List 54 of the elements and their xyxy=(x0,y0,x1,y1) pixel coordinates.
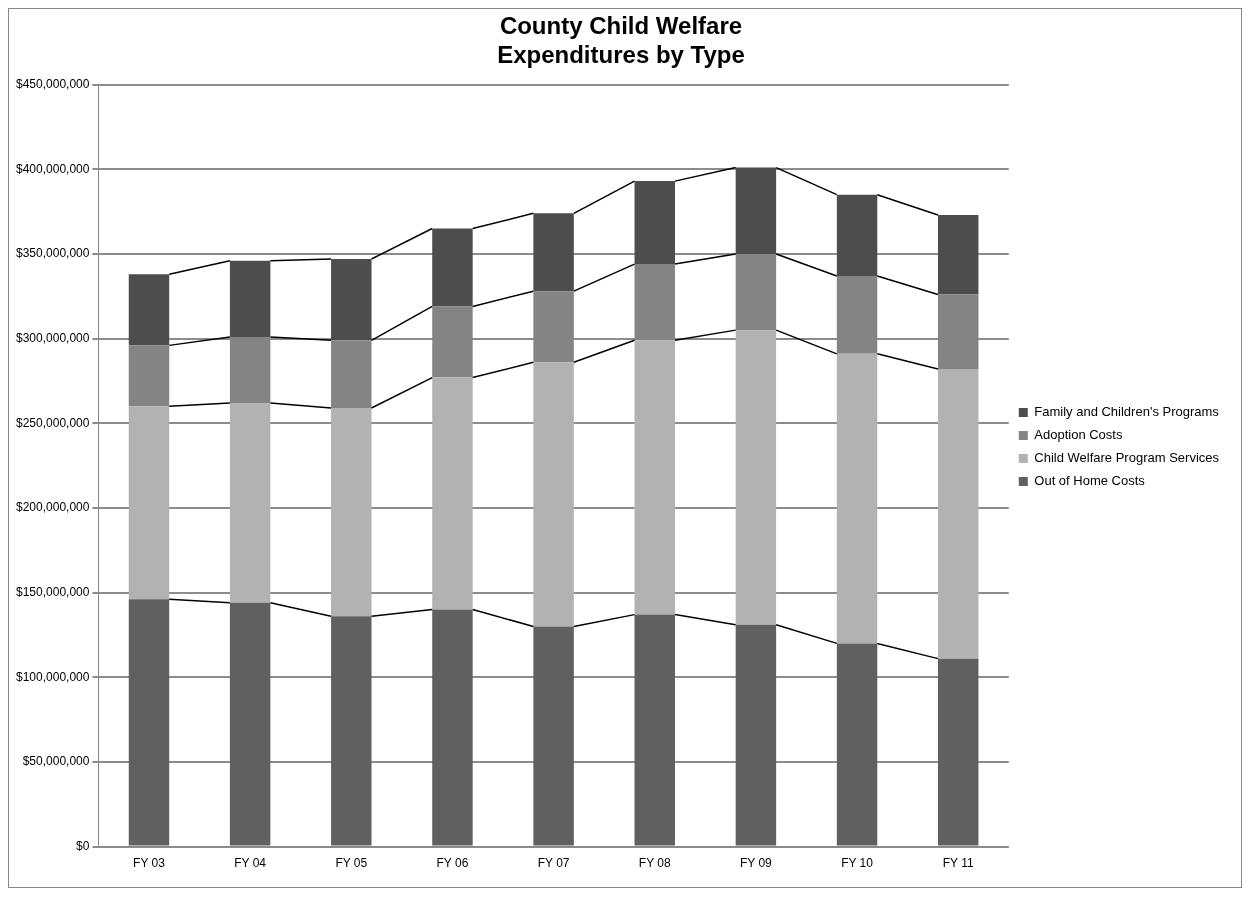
bar xyxy=(432,609,473,846)
x-tick-label: FY 07 xyxy=(537,856,570,871)
bar xyxy=(331,408,372,617)
bar xyxy=(128,599,170,846)
x-tick-label: FY 03 xyxy=(133,856,166,871)
y-tick-label: $400,000,000 xyxy=(16,161,90,176)
chart-title: County Child Welfare Expenditures by Type xyxy=(497,12,745,68)
bar xyxy=(331,340,372,409)
bar xyxy=(331,616,372,846)
bar xyxy=(937,658,979,846)
bar xyxy=(937,369,979,659)
x-tick-label: FY 04 xyxy=(234,856,267,871)
bar xyxy=(634,181,675,265)
legend-label: Out of Home Costs xyxy=(1034,473,1146,489)
bar xyxy=(128,274,170,346)
x-tick-label: FY 11 xyxy=(942,856,974,871)
bar xyxy=(836,353,878,644)
y-tick-label: $50,000,000 xyxy=(22,754,90,769)
bar xyxy=(229,260,271,337)
bar xyxy=(533,362,574,627)
bar xyxy=(634,340,675,615)
legend-label: Adoption Costs xyxy=(1034,427,1123,443)
legend-label: Family and Children's Programs xyxy=(1034,404,1220,420)
bar xyxy=(128,345,170,407)
x-tick-label: FY 06 xyxy=(436,856,469,871)
bar xyxy=(229,402,271,603)
y-tick-label: $0 xyxy=(76,838,90,853)
y-tick-label: $300,000,000 xyxy=(16,330,90,345)
bar xyxy=(229,602,271,846)
x-tick-label: FY 05 xyxy=(335,856,368,871)
y-tick-label: $100,000,000 xyxy=(16,669,90,684)
y-tick-label: $200,000,000 xyxy=(16,500,90,515)
x-tick-label: FY 09 xyxy=(740,856,773,871)
bar xyxy=(331,259,372,341)
bar xyxy=(836,194,878,276)
bar xyxy=(735,167,777,254)
bar xyxy=(432,228,473,307)
legend-label: Child Welfare Program Services xyxy=(1034,450,1220,466)
x-tick-label: FY 08 xyxy=(638,856,671,871)
x-tick-label: FY 10 xyxy=(841,856,874,871)
bar xyxy=(735,253,777,331)
bar xyxy=(533,626,574,846)
bar xyxy=(634,614,675,846)
bar xyxy=(533,213,574,292)
y-tick-label: $450,000,000 xyxy=(16,76,90,91)
y-tick-label: $350,000,000 xyxy=(16,246,90,261)
y-tick-label: $150,000,000 xyxy=(16,584,90,599)
y-tick-label: $250,000,000 xyxy=(16,415,90,430)
bar xyxy=(937,214,979,295)
bar xyxy=(432,377,473,610)
bar xyxy=(128,406,170,600)
bar xyxy=(735,624,777,846)
bar xyxy=(836,643,878,846)
bar xyxy=(735,330,777,625)
